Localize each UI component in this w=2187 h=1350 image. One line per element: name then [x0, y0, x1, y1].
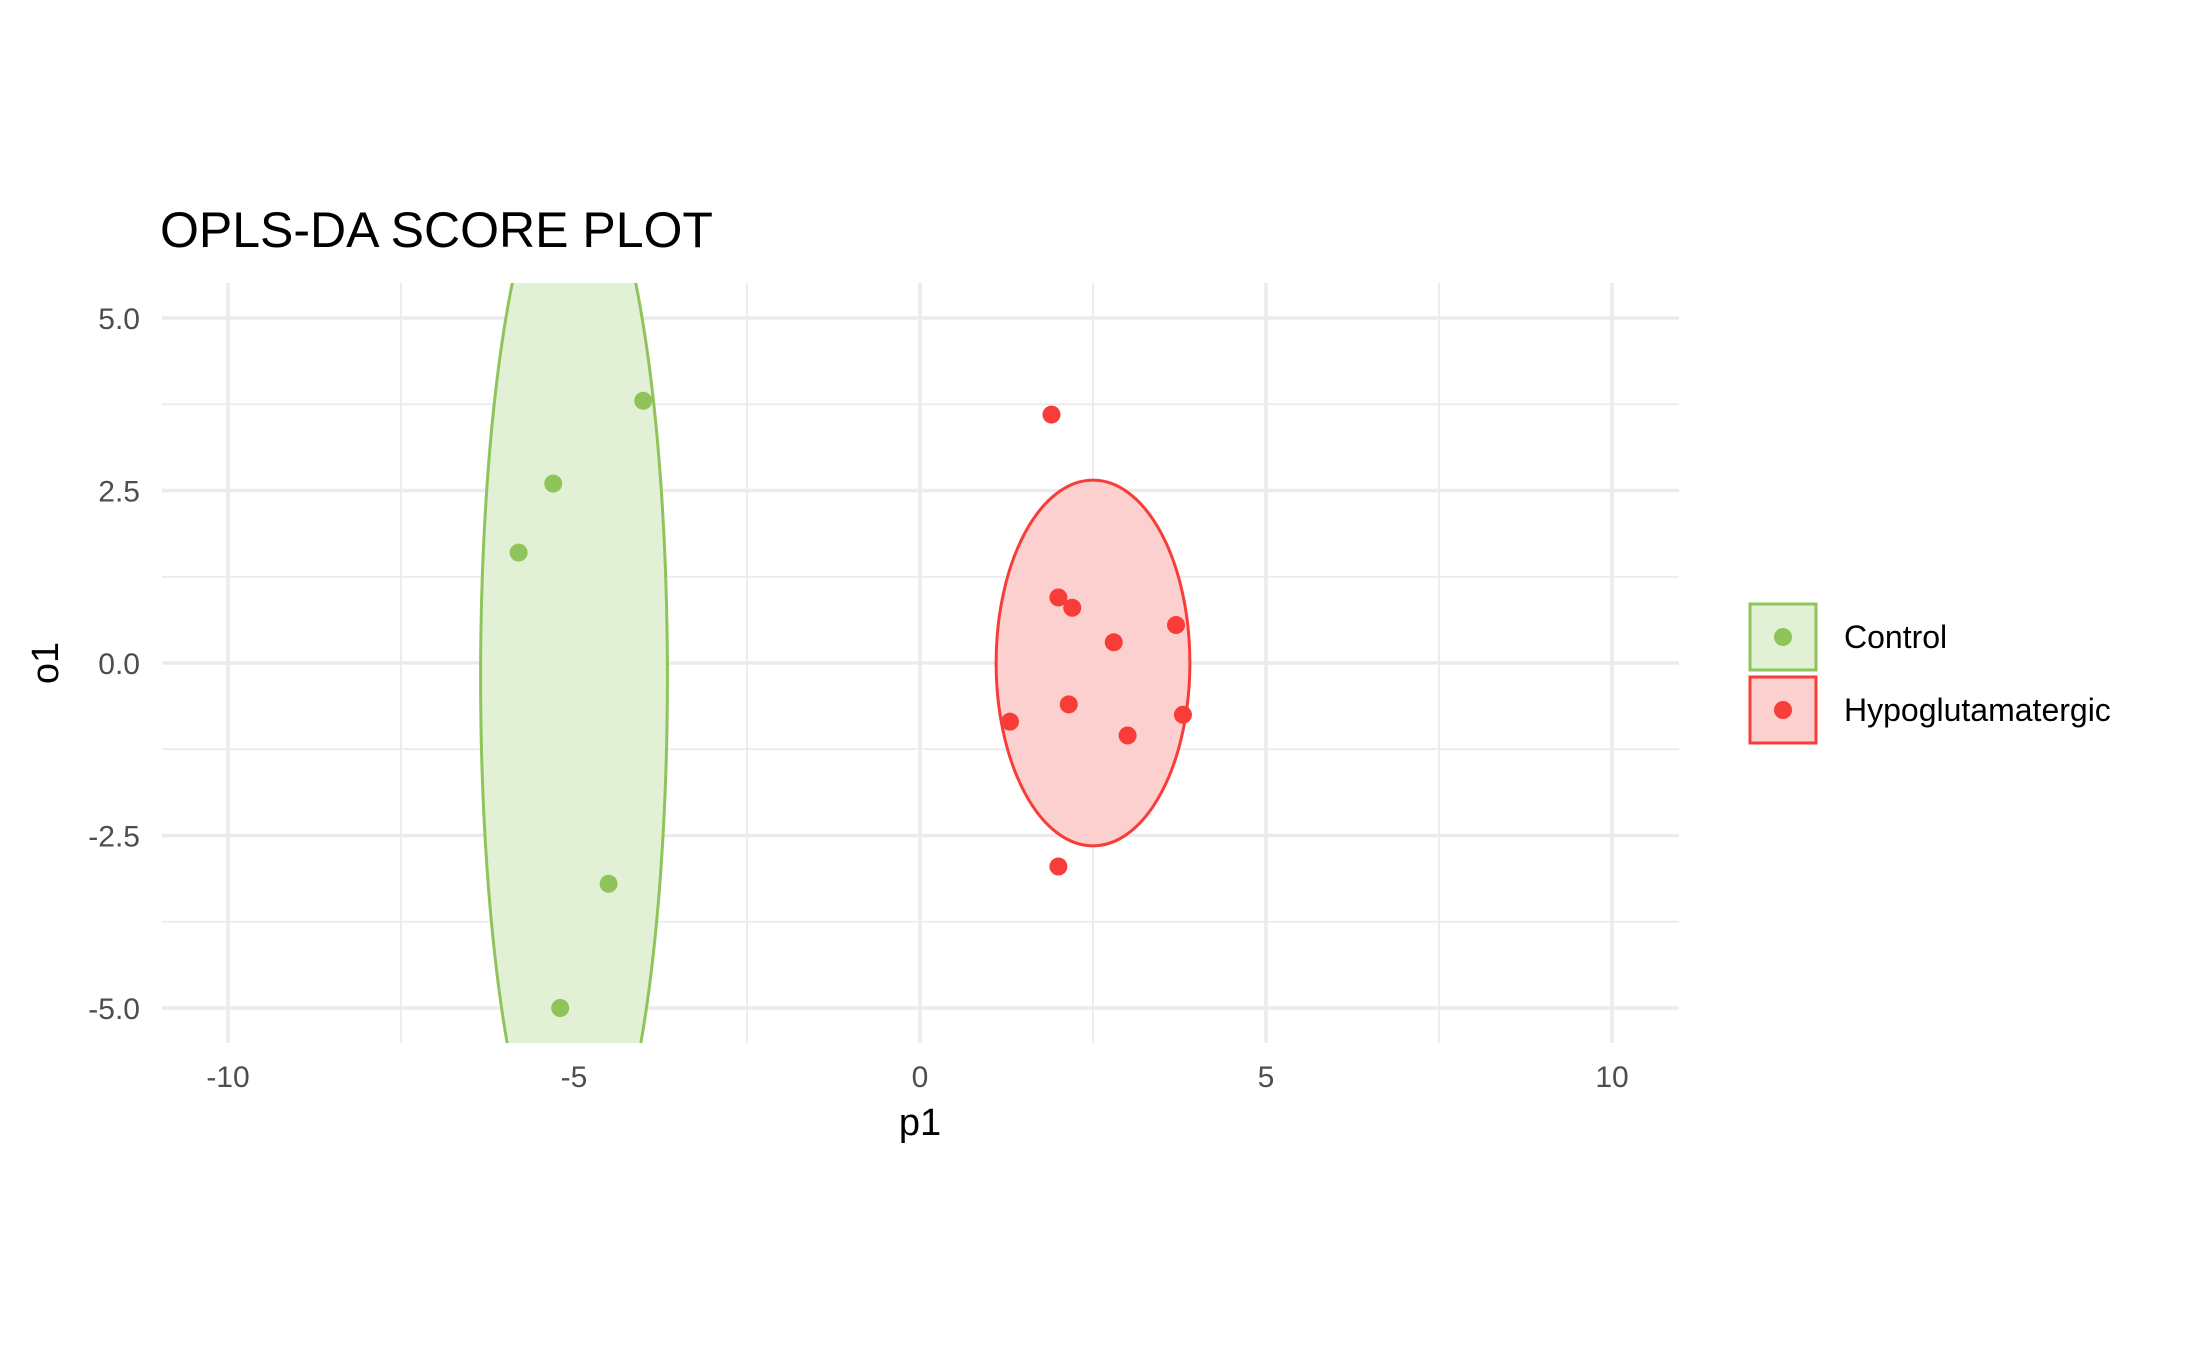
data-point	[1063, 598, 1082, 617]
data-point	[1167, 616, 1186, 635]
legend-label: Control	[1844, 619, 1947, 655]
data-point	[1059, 695, 1078, 714]
data-point	[509, 543, 528, 562]
data-point	[1042, 405, 1061, 424]
data-point	[1049, 588, 1068, 607]
legend-key	[1748, 675, 1818, 745]
grid-lines	[162, 283, 1679, 1043]
x-axis-label: p1	[899, 1102, 941, 1144]
y-axis-label: o1	[25, 642, 67, 684]
data-point	[1049, 857, 1068, 876]
y-tick-label: 5.0	[98, 303, 140, 336]
data-points	[509, 391, 1192, 1017]
chart-title: OPLS-DA SCORE PLOT	[160, 202, 713, 258]
data-point	[599, 874, 618, 893]
x-tick-label: -5	[561, 1061, 588, 1094]
legend: Control Hypoglutamatergic	[1748, 602, 2111, 745]
data-point	[1104, 633, 1123, 652]
data-point	[634, 391, 653, 410]
data-point	[551, 999, 570, 1017]
x-tick-label: 10	[1595, 1061, 1628, 1094]
y-tick-labels: -5.0 -2.5 0.0 2.5 5.0	[88, 303, 140, 1026]
data-point	[544, 474, 563, 493]
x-tick-label: -10	[206, 1061, 249, 1094]
x-tick-label: 0	[912, 1061, 929, 1094]
x-tick-labels: -10 -5 0 5 10	[206, 1061, 1628, 1094]
confidence-ellipse	[479, 283, 669, 1043]
legend-label: Hypoglutamatergic	[1844, 692, 2111, 728]
y-tick-label: -2.5	[88, 821, 140, 854]
confidence-ellipses	[479, 283, 1192, 1043]
x-tick-label: 5	[1258, 1061, 1275, 1094]
y-tick-label: 0.0	[98, 648, 140, 681]
data-point	[1173, 705, 1192, 724]
confidence-ellipse	[994, 478, 1192, 848]
y-tick-label: 2.5	[98, 476, 140, 509]
legend-key-point	[1774, 628, 1792, 646]
data-point	[1000, 712, 1019, 731]
legend-key-point	[1774, 701, 1792, 719]
data-point	[1118, 726, 1137, 745]
y-tick-label: -5.0	[88, 993, 140, 1026]
